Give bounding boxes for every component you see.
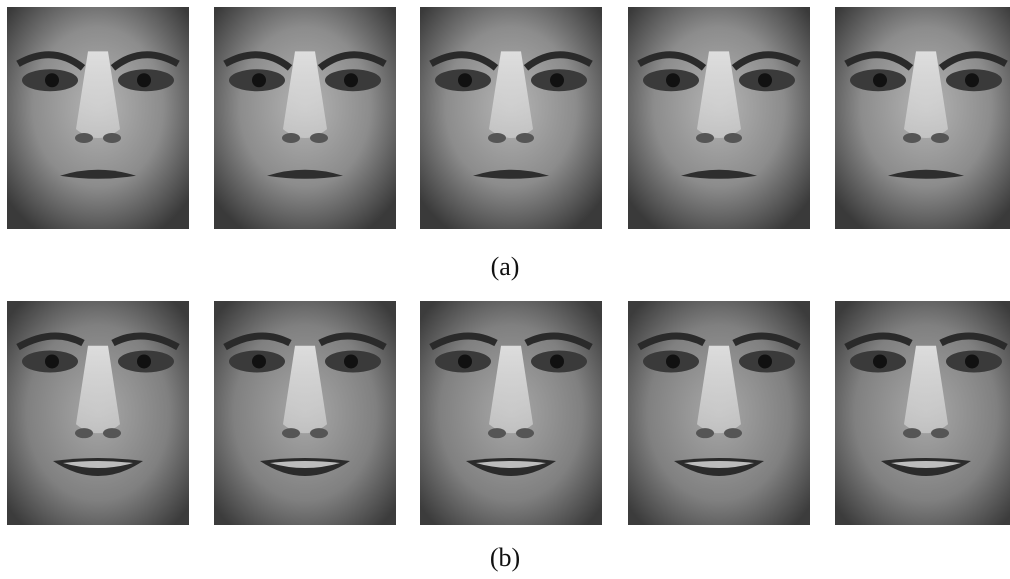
face-image — [7, 301, 189, 525]
face-image — [628, 301, 810, 525]
pupil — [458, 73, 472, 87]
pupil — [550, 354, 564, 368]
nostril — [903, 133, 921, 143]
nostril — [903, 428, 921, 438]
pupil — [344, 73, 358, 87]
nostril — [724, 133, 742, 143]
pupil — [965, 73, 979, 87]
face-image — [420, 301, 602, 525]
nostril — [75, 133, 93, 143]
pupil — [344, 354, 358, 368]
caption: (b) — [490, 543, 520, 572]
nostril — [282, 428, 300, 438]
page: (a) (b) (() => { const data = JSON.parse… — [0, 0, 1010, 579]
nostril — [931, 133, 949, 143]
nostril — [696, 428, 714, 438]
pupil — [550, 73, 564, 87]
pupil — [137, 73, 151, 87]
pupil — [252, 73, 266, 87]
pupil — [873, 73, 887, 87]
pupil — [45, 354, 59, 368]
nostril — [282, 133, 300, 143]
face-image — [7, 7, 189, 229]
caption: (a) — [491, 252, 520, 281]
face-image — [628, 7, 810, 229]
nostril — [931, 428, 949, 438]
nostril — [103, 428, 121, 438]
pupil — [965, 354, 979, 368]
face-image — [214, 301, 396, 525]
pupil — [252, 354, 266, 368]
pupil — [137, 354, 151, 368]
pupil — [666, 73, 680, 87]
nostril — [488, 428, 506, 438]
pupil — [45, 73, 59, 87]
face-image — [214, 7, 396, 229]
pupil — [666, 354, 680, 368]
nostril — [310, 428, 328, 438]
nostril — [75, 428, 93, 438]
face-image — [835, 7, 1010, 229]
pupil — [758, 354, 772, 368]
face-image — [835, 301, 1010, 525]
figure: (a) (b) — [0, 0, 1010, 579]
nostril — [724, 428, 742, 438]
nostril — [103, 133, 121, 143]
pupil — [873, 354, 887, 368]
nostril — [516, 428, 534, 438]
face-image — [420, 7, 602, 229]
pupil — [758, 73, 772, 87]
nostril — [516, 133, 534, 143]
nostril — [488, 133, 506, 143]
pupil — [458, 354, 472, 368]
nostril — [310, 133, 328, 143]
nostril — [696, 133, 714, 143]
